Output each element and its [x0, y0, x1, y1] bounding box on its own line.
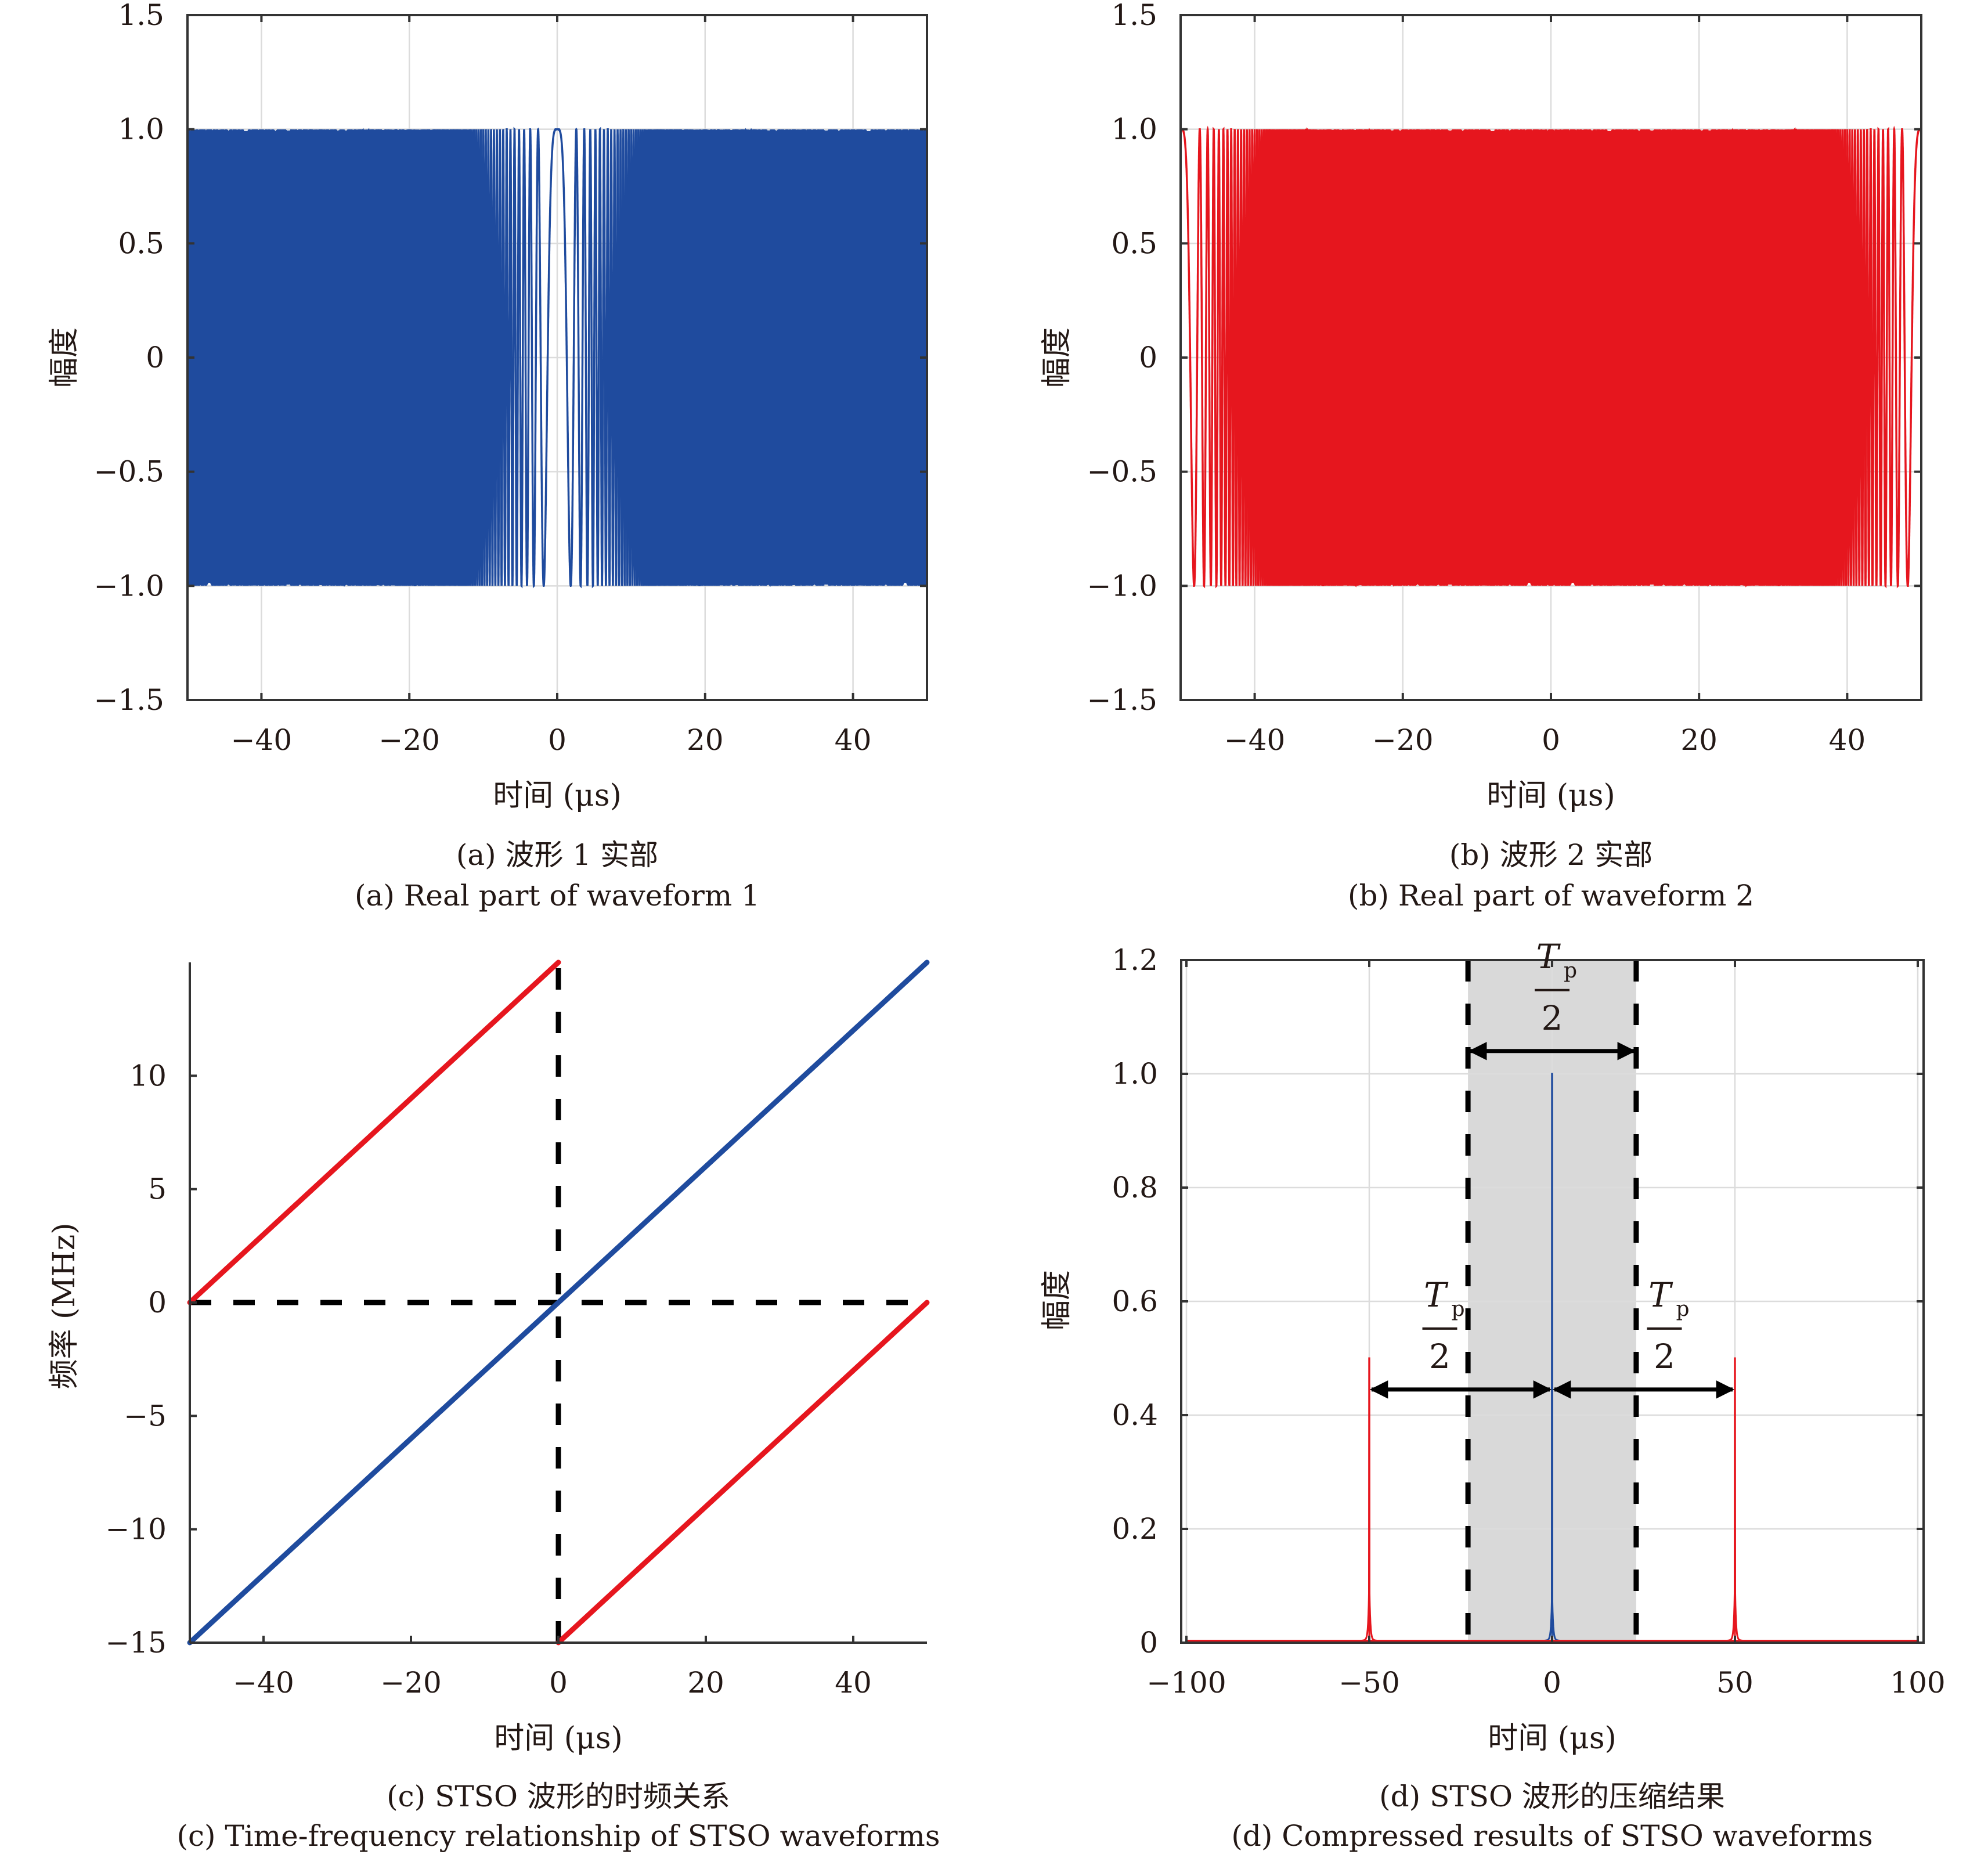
panel-d-caption-cn: (d) STSO 波形的压缩结果	[1379, 1780, 1725, 1813]
waveform1-frequency-line	[187, 959, 930, 1646]
panel-a-ylabel: 幅度	[47, 327, 82, 388]
y-tick-label: −10	[105, 1513, 167, 1546]
panel-a-series	[186, 127, 928, 589]
y-tick-label: 0.2	[1112, 1512, 1158, 1546]
panel-c-series	[187, 959, 930, 1646]
panel-b-xlabel: 时间 (μs)	[1487, 778, 1615, 813]
fraction-denominator-2: 2	[1654, 1337, 1675, 1376]
fraction-subscript-p: p	[1676, 1297, 1690, 1321]
y-tick-label: −0.5	[94, 455, 164, 489]
panel-d-tick-labels: −100 −50 0 50 100 1.2 1.0 0.8 0.6 0.4 0.2 0	[1112, 943, 1945, 1700]
panel-b-caption-cn: (b) 波形 2 实部	[1449, 838, 1653, 872]
panel-b-series	[1181, 125, 1921, 589]
fraction-denominator-2: 2	[1542, 998, 1563, 1038]
panel-b-caption-en: (b) Real part of waveform 2	[1348, 879, 1754, 912]
y-tick-label: 10	[129, 1059, 167, 1092]
y-tick-label: 1.2	[1112, 943, 1158, 977]
panel-c-time-frequency: −40 −20 0 20 40 10 5 0 −5 −10 −15 时间 (μs) 频率 (MHz)…	[47, 959, 940, 1853]
fraction-subscript-p: p	[1452, 1297, 1465, 1321]
waveform1-real-line	[186, 127, 928, 589]
panel-d-caption-en: (d) Compressed results of STSO waveforms	[1231, 1819, 1872, 1853]
y-tick-label: −0.5	[1087, 455, 1157, 489]
x-tick-label: 40	[835, 1666, 872, 1700]
x-tick-label: 20	[687, 1666, 724, 1700]
fraction-numerator-T: T	[1536, 937, 1561, 976]
x-tick-label: 0	[1543, 1666, 1561, 1700]
y-tick-label: 0	[1139, 1626, 1158, 1659]
panel-c-caption-en: (c) Time-frequency relationship of STSO …	[177, 1819, 940, 1853]
x-tick-label: 50	[1716, 1666, 1754, 1700]
panel-c-caption-cn: (c) STSO 波形的时频关系	[387, 1780, 730, 1813]
x-tick-label: 0	[1542, 723, 1560, 757]
y-tick-label: 1.5	[1111, 0, 1157, 32]
y-tick-label: 5	[148, 1172, 167, 1206]
y-tick-label: 1.0	[118, 113, 164, 146]
panel-b-ylabel: 幅度	[1040, 327, 1074, 388]
y-tick-label: 0.5	[1111, 226, 1157, 260]
x-tick-label: −100	[1146, 1666, 1226, 1700]
y-tick-label: 1.0	[1111, 113, 1157, 146]
x-tick-label: −20	[1372, 723, 1434, 757]
panel-a-waveform1-real: −40 −20 0 20 40 1.5 1.0 0.5 0 −0.5 −1.0 −1.5 时间 (μs…	[47, 0, 928, 912]
panel-b-waveform2-real: −40 −20 0 20 40 1.5 1.0 0.5 0 −0.5 −1.0 −1.5 时间 (μs…	[1040, 0, 1922, 912]
panel-d-axes	[1180, 959, 1925, 1644]
fraction-subscript-p: p	[1564, 959, 1577, 983]
panel-b-axes	[1179, 14, 1922, 701]
panel-a-xlabel: 时间 (μs)	[493, 778, 622, 813]
y-tick-label: −1.5	[94, 683, 164, 717]
x-tick-label: 20	[687, 723, 724, 757]
x-tick-label: −40	[231, 723, 293, 757]
y-tick-label: 0	[1139, 341, 1157, 374]
panel-a-tick-labels: −40 −20 0 20 40 1.5 1.0 0.5 0 −0.5 −1.0 −1.5	[94, 0, 872, 757]
y-tick-label: 0.6	[1112, 1285, 1158, 1318]
waveform2-real-line	[1181, 125, 1921, 589]
y-tick-label: 0.8	[1112, 1171, 1158, 1204]
fraction-denominator-2: 2	[1429, 1337, 1451, 1376]
y-tick-label: −1.5	[1087, 683, 1157, 717]
panel-b-tick-labels: −40 −20 0 20 40 1.5 1.0 0.5 0 −0.5 −1.0 −1.5	[1087, 0, 1866, 757]
panel-a-caption-en: (a) Real part of waveform 1	[355, 879, 760, 912]
panel-a-axes	[186, 14, 928, 701]
fraction-numerator-T: T	[1648, 1275, 1673, 1315]
panel-a-caption-cn: (a) 波形 1 实部	[456, 838, 658, 872]
x-tick-label: −20	[380, 1666, 442, 1700]
y-tick-label: −5	[124, 1399, 167, 1433]
x-tick-label: 0	[548, 723, 567, 757]
y-tick-label: 0	[146, 341, 164, 374]
x-tick-label: −50	[1338, 1666, 1400, 1700]
y-tick-label: −15	[105, 1626, 167, 1659]
x-tick-label: 40	[1829, 723, 1866, 757]
x-tick-label: 40	[835, 723, 872, 757]
panel-d-xlabel: 时间 (μs)	[1488, 1721, 1617, 1756]
x-tick-label: −40	[1224, 723, 1286, 757]
x-tick-label: 100	[1890, 1666, 1945, 1700]
x-tick-label: 0	[549, 1666, 568, 1700]
fraction-numerator-T: T	[1424, 1275, 1449, 1315]
panel-c-tick-labels: −40 −20 0 20 40 10 5 0 −5 −10 −15	[105, 1059, 871, 1700]
x-tick-label: −40	[233, 1666, 294, 1700]
y-tick-label: 1.0	[1112, 1057, 1158, 1091]
y-tick-label: 1.5	[118, 0, 164, 32]
y-tick-label: −1.0	[1087, 569, 1157, 603]
panel-c-xlabel: 时间 (μs)	[494, 1721, 623, 1756]
panel-c-axes	[189, 962, 927, 1644]
x-tick-label: 20	[1680, 723, 1718, 757]
panel-d-ylabel: 幅度	[1040, 1270, 1074, 1330]
waveform2-frequency-line	[555, 1300, 930, 1646]
panel-c-ylabel: 频率 (MHz)	[47, 1222, 82, 1389]
x-tick-label: −20	[378, 723, 440, 757]
y-tick-label: 0	[148, 1286, 167, 1319]
y-tick-label: 0.5	[118, 226, 164, 260]
waveform2-frequency-line	[187, 959, 561, 1305]
y-tick-label: −1.0	[94, 569, 164, 603]
y-tick-label: 0.4	[1112, 1398, 1158, 1432]
